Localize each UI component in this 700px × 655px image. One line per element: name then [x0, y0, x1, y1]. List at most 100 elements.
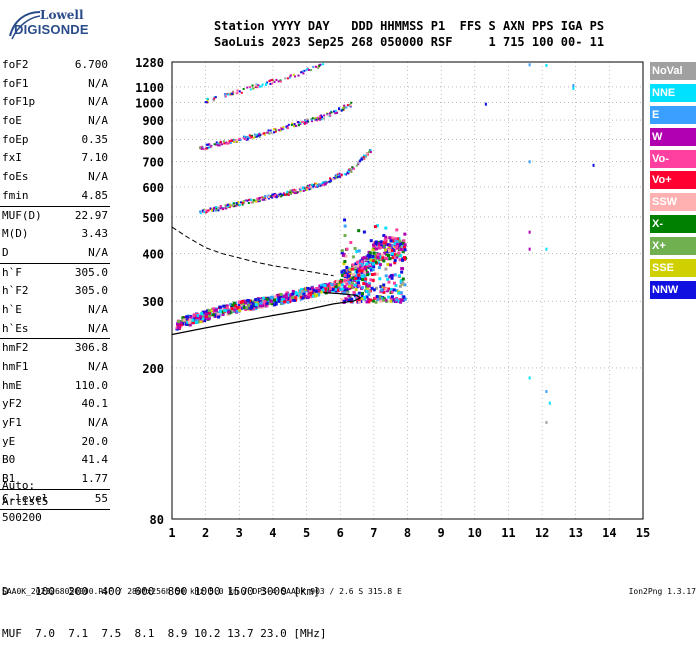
echo-point	[306, 294, 310, 298]
echo-point	[268, 80, 271, 83]
echo-point	[216, 209, 219, 212]
echo-point	[309, 185, 312, 188]
echo-point	[257, 134, 260, 137]
echo-point	[200, 312, 204, 316]
echo-point	[269, 82, 272, 85]
echo-point	[235, 202, 238, 205]
echo-point	[255, 135, 258, 138]
echo-point	[383, 238, 387, 242]
echo-point	[207, 209, 210, 212]
echo-point	[367, 289, 371, 293]
echo-point	[271, 82, 274, 85]
echo-point	[363, 279, 367, 283]
echo-point	[265, 301, 269, 305]
echo-point	[258, 85, 261, 88]
param-row: hmF1 N/A	[0, 358, 112, 377]
echo-point	[357, 269, 361, 273]
echo-point	[363, 154, 366, 157]
echo-point	[350, 286, 354, 290]
echo-point	[368, 282, 372, 286]
echo-point	[399, 300, 403, 304]
echo-point	[254, 84, 257, 87]
echo-point	[261, 196, 264, 199]
echo-point	[340, 270, 344, 274]
echo-point	[373, 272, 377, 276]
echo-point	[241, 201, 244, 204]
echo-point	[366, 254, 370, 258]
echo-point	[206, 146, 209, 149]
echo-point	[256, 298, 260, 302]
echo-point	[345, 247, 349, 251]
param-label: B0	[2, 453, 16, 467]
echo-point	[285, 125, 288, 128]
echo-point	[237, 201, 240, 204]
echo-point	[289, 74, 292, 77]
echo-point	[284, 77, 287, 80]
echo-point	[322, 288, 326, 292]
echo-point	[399, 281, 403, 285]
echo-point	[187, 320, 191, 324]
echo-point	[299, 297, 303, 301]
echo-point	[229, 302, 233, 306]
param-label: foF1p	[2, 95, 36, 109]
echo-point	[188, 323, 192, 327]
echo-point	[271, 79, 274, 82]
echo-point	[258, 200, 261, 203]
echo-point	[291, 289, 295, 293]
profile-dashed-line	[171, 226, 334, 277]
echo-point	[321, 181, 324, 184]
echo-point	[374, 300, 378, 304]
echo-point	[213, 143, 216, 146]
echo-point	[337, 287, 341, 291]
echo-point	[208, 316, 212, 320]
echo-point	[259, 304, 263, 308]
param-row: B1 1.77	[0, 470, 112, 489]
echo-point	[213, 311, 217, 315]
echo-point	[402, 295, 406, 299]
echo-point	[289, 294, 293, 298]
echo-point	[264, 197, 267, 200]
echo-point	[203, 319, 207, 323]
echo-point	[386, 277, 390, 281]
echo-point	[236, 139, 239, 142]
echo-point	[361, 156, 364, 159]
echo-point	[342, 271, 346, 275]
echo-point	[391, 256, 395, 260]
echo-point	[297, 121, 300, 124]
echo-point	[393, 252, 397, 256]
echo-point	[320, 118, 323, 121]
echo-point	[365, 289, 369, 293]
echo-point	[378, 245, 382, 249]
echo-point	[298, 187, 301, 190]
echo-point	[572, 86, 575, 90]
echo-point	[259, 301, 263, 305]
echo-point	[257, 84, 260, 87]
echo-point	[369, 239, 373, 243]
param-value: 4.85	[81, 188, 109, 202]
echo-point	[392, 236, 396, 240]
param-value: N/A	[88, 321, 108, 335]
echo-point	[528, 376, 531, 380]
echo-point	[384, 235, 388, 239]
echo-point	[215, 207, 218, 210]
echo-point	[388, 257, 392, 261]
echo-point	[314, 185, 317, 188]
echo-point	[207, 308, 211, 312]
echo-point	[389, 274, 393, 278]
echo-point	[343, 279, 347, 283]
echo-point	[347, 298, 351, 302]
echo-point	[232, 91, 235, 94]
echo-point	[351, 276, 355, 280]
echo-point	[384, 226, 388, 230]
echo-point	[319, 286, 323, 290]
echo-point	[339, 288, 343, 292]
echo-point	[224, 93, 227, 96]
legend-item: E	[650, 105, 696, 124]
echo-point	[351, 255, 355, 259]
echo-point	[328, 287, 332, 291]
echo-point	[330, 111, 333, 114]
echo-point	[352, 273, 356, 277]
echo-point	[263, 133, 266, 136]
echo-point	[399, 253, 403, 257]
echo-point	[382, 251, 386, 255]
